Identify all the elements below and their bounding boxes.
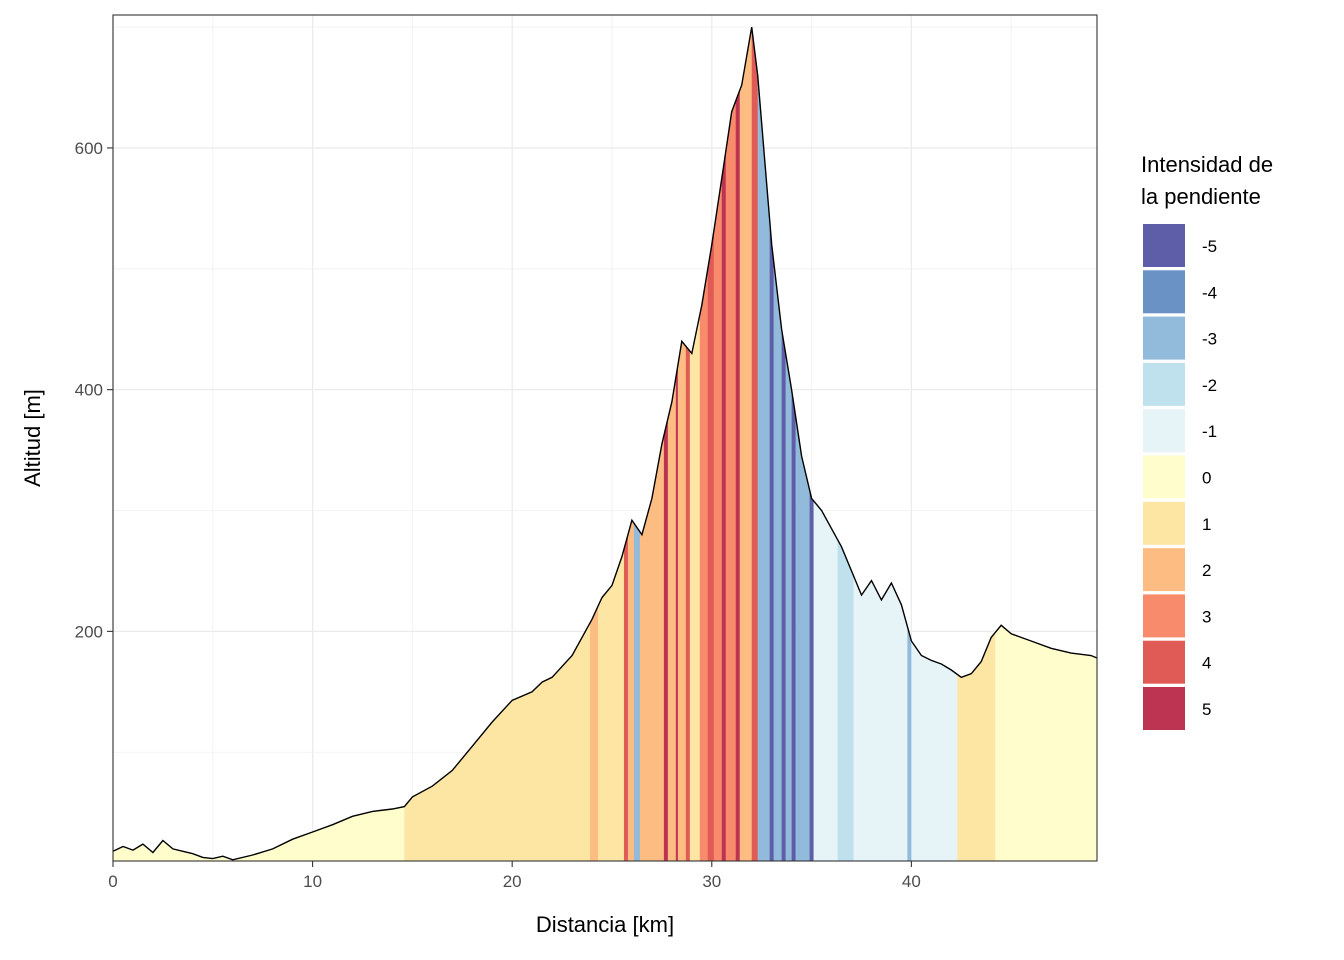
legend-label: 5 [1202,700,1211,719]
legend-swatch [1143,316,1185,360]
slope-band-3 [699,27,709,861]
legend-label: 3 [1202,607,1211,626]
y-axis-title: Altitud [m] [20,389,45,487]
slope-band-4 [685,27,691,861]
legend-items: -5 -4 -3 -2 -1 0 1 2 3 4 5 [1143,224,1217,730]
y-tick-label: 600 [75,139,103,158]
legend-label: 0 [1202,469,1211,488]
legend-swatch [1143,409,1185,453]
slope-band-3 [725,27,737,861]
legend-swatch [1143,270,1185,314]
legend-swatch [1143,455,1185,499]
slope-band-5 [663,27,669,861]
slope-band--5 [769,27,774,861]
slope-band-5 [735,27,741,861]
plot-panel-border [112,14,1098,862]
x-tick-label: 20 [503,872,522,891]
legend-title-line-2: la pendiente [1141,184,1261,209]
slope-band-5 [675,27,679,861]
slope-band-4 [751,27,758,861]
legend-swatch [1143,687,1185,730]
legend-label: -2 [1202,376,1217,395]
y-axis-ticks: 200 400 600 [75,139,113,641]
legend-swatch [1143,362,1185,406]
slope-band--3 [757,27,770,861]
elevation-profile-line [112,26,1098,861]
legend-title-line-1: Intensidad de [1141,152,1273,177]
legend-label: 1 [1202,515,1211,534]
legend-swatch [1143,594,1185,638]
slope-band--5 [791,27,796,861]
legend-label: 2 [1202,561,1211,580]
x-tick-label: 10 [303,872,322,891]
legend-swatch [1143,640,1185,684]
x-axis-ticks: 0 10 20 30 40 [108,861,921,891]
slope-band--3 [785,27,792,861]
legend-label: -1 [1202,422,1217,441]
legend-label: -5 [1202,237,1217,256]
slope-band-3 [713,27,723,861]
legend-label: -4 [1202,283,1217,302]
x-tick-label: 30 [702,872,721,891]
slope-band-4 [707,27,715,861]
legend: Intensidad de la pendiente -5 -4 -3 -2 -1 0 1 2… [1141,152,1273,730]
legend-swatch [1143,501,1185,545]
slope-band-1 [689,27,701,861]
x-tick-label: 40 [902,872,921,891]
slope-band-2 [677,27,687,861]
slope-band-2 [667,27,677,861]
legend-label: -3 [1202,330,1217,349]
y-tick-label: 400 [75,381,103,400]
x-tick-label: 0 [108,872,117,891]
y-tick-label: 200 [75,622,103,641]
slope-band--3 [773,27,782,861]
slope-band-2 [739,27,753,861]
legend-swatch [1143,548,1185,592]
legend-label: 4 [1202,654,1211,673]
slope-band--5 [781,27,786,861]
legend-swatch [1143,224,1185,267]
slope-band-5 [721,27,727,861]
x-axis-title: Distancia [km] [536,912,674,937]
